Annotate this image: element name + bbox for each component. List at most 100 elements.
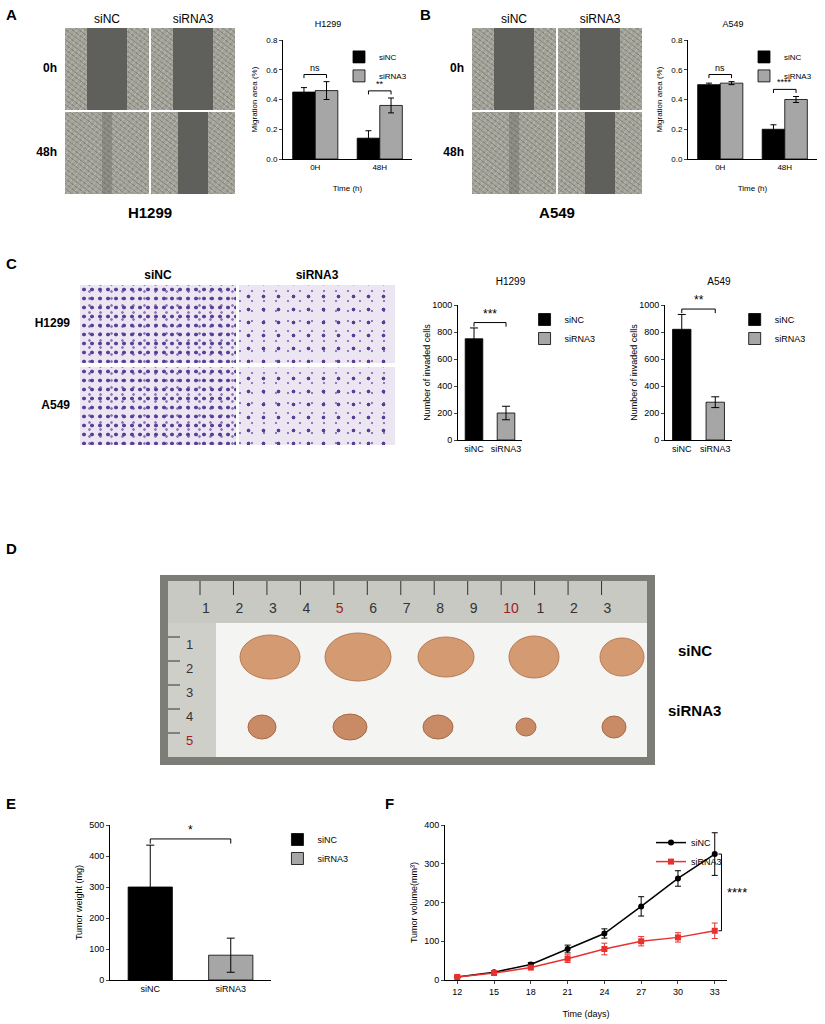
svg-text:ns: ns bbox=[715, 63, 725, 73]
svg-text:400: 400 bbox=[644, 381, 659, 391]
svg-text:300: 300 bbox=[89, 882, 104, 892]
svg-text:2: 2 bbox=[235, 600, 243, 616]
svg-text:0.4: 0.4 bbox=[266, 95, 278, 104]
svg-text:****: **** bbox=[777, 77, 792, 87]
svg-text:600: 600 bbox=[437, 354, 452, 364]
svg-text:siRNA3: siRNA3 bbox=[317, 854, 348, 864]
svg-text:siNC: siNC bbox=[775, 315, 795, 325]
svg-text:**: ** bbox=[694, 293, 704, 307]
svg-text:5: 5 bbox=[186, 733, 193, 748]
svg-text:0: 0 bbox=[447, 435, 452, 445]
svg-text:siNC: siNC bbox=[565, 315, 585, 325]
svg-text:siNC: siNC bbox=[672, 444, 692, 454]
svg-text:200: 200 bbox=[89, 913, 104, 923]
svg-text:0.0: 0.0 bbox=[266, 155, 278, 164]
svg-text:siRNA3: siRNA3 bbox=[691, 857, 722, 867]
svg-text:siNC: siNC bbox=[141, 984, 161, 994]
svg-text:12: 12 bbox=[452, 987, 462, 997]
svg-text:Number of invaded cells: Number of invaded cells bbox=[422, 324, 432, 421]
svg-text:30: 30 bbox=[673, 987, 683, 997]
svg-text:1: 1 bbox=[537, 600, 545, 616]
svg-text:siRNA3: siRNA3 bbox=[215, 984, 246, 994]
svg-text:H1299: H1299 bbox=[496, 276, 526, 287]
svg-text:0.8: 0.8 bbox=[671, 36, 683, 45]
svg-text:4: 4 bbox=[302, 600, 310, 616]
svg-text:Tumor weight (mg): Tumor weight (mg) bbox=[74, 865, 84, 940]
svg-text:siRNA3: siRNA3 bbox=[379, 72, 407, 81]
svg-text:3: 3 bbox=[269, 600, 277, 616]
svg-text:0: 0 bbox=[99, 975, 104, 985]
svg-text:siRNA3: siRNA3 bbox=[565, 334, 596, 344]
svg-text:10: 10 bbox=[503, 600, 519, 616]
svg-text:0.6: 0.6 bbox=[266, 66, 278, 75]
svg-text:siNC: siNC bbox=[317, 835, 337, 845]
svg-text:*: * bbox=[188, 823, 193, 837]
svg-text:A549: A549 bbox=[722, 19, 743, 29]
svg-text:6: 6 bbox=[369, 600, 377, 616]
svg-text:0H: 0H bbox=[715, 163, 725, 172]
svg-text:15: 15 bbox=[489, 987, 499, 997]
svg-text:1000: 1000 bbox=[639, 300, 659, 310]
svg-text:2: 2 bbox=[186, 661, 193, 676]
svg-text:Number of invaded cells: Number of invaded cells bbox=[629, 324, 639, 421]
svg-text:siNC: siNC bbox=[691, 838, 711, 848]
svg-text:400: 400 bbox=[437, 381, 452, 391]
svg-text:Time (days): Time (days) bbox=[562, 1009, 609, 1019]
svg-text:100: 100 bbox=[424, 936, 439, 946]
svg-text:***: *** bbox=[483, 307, 497, 321]
svg-text:0: 0 bbox=[434, 975, 439, 985]
svg-text:0: 0 bbox=[654, 435, 659, 445]
svg-text:2: 2 bbox=[570, 600, 578, 616]
svg-text:0.0: 0.0 bbox=[671, 155, 683, 164]
svg-text:24: 24 bbox=[599, 987, 609, 997]
svg-text:27: 27 bbox=[636, 987, 646, 997]
svg-text:Time (h): Time (h) bbox=[333, 184, 363, 193]
svg-text:Tumor volume(mm³): Tumor volume(mm³) bbox=[409, 862, 419, 943]
svg-text:8: 8 bbox=[436, 600, 444, 616]
svg-text:Migration area (%): Migration area (%) bbox=[250, 66, 259, 132]
svg-text:A549: A549 bbox=[707, 276, 731, 287]
svg-text:800: 800 bbox=[437, 327, 452, 337]
svg-text:9: 9 bbox=[470, 600, 478, 616]
svg-text:siRNA3: siRNA3 bbox=[784, 72, 812, 81]
svg-text:0H: 0H bbox=[310, 163, 320, 172]
svg-text:7: 7 bbox=[403, 600, 411, 616]
svg-text:500: 500 bbox=[89, 820, 104, 830]
svg-text:3: 3 bbox=[604, 600, 612, 616]
svg-text:4: 4 bbox=[186, 709, 193, 724]
svg-text:18: 18 bbox=[526, 987, 536, 997]
svg-text:400: 400 bbox=[424, 820, 439, 830]
svg-text:siNC: siNC bbox=[379, 53, 397, 62]
svg-text:48H: 48H bbox=[777, 163, 792, 172]
svg-text:48H: 48H bbox=[372, 163, 387, 172]
svg-text:**: ** bbox=[376, 79, 384, 89]
svg-text:1: 1 bbox=[186, 637, 193, 652]
svg-text:1: 1 bbox=[202, 600, 210, 616]
svg-text:800: 800 bbox=[644, 327, 659, 337]
svg-text:300: 300 bbox=[424, 859, 439, 869]
svg-text:siNC: siNC bbox=[784, 53, 802, 62]
svg-text:1000: 1000 bbox=[432, 300, 452, 310]
svg-text:200: 200 bbox=[424, 898, 439, 908]
svg-text:100: 100 bbox=[89, 944, 104, 954]
svg-text:0.2: 0.2 bbox=[266, 125, 278, 134]
svg-text:5: 5 bbox=[336, 600, 344, 616]
svg-text:siRNA3: siRNA3 bbox=[775, 334, 806, 344]
svg-text:0.6: 0.6 bbox=[671, 66, 683, 75]
svg-text:400: 400 bbox=[89, 851, 104, 861]
svg-text:****: **** bbox=[727, 885, 747, 900]
svg-text:33: 33 bbox=[710, 987, 720, 997]
svg-text:H1299: H1299 bbox=[315, 19, 342, 29]
svg-text:600: 600 bbox=[644, 354, 659, 364]
svg-text:200: 200 bbox=[437, 408, 452, 418]
svg-text:siRNA3: siRNA3 bbox=[700, 444, 731, 454]
svg-text:0.2: 0.2 bbox=[671, 125, 683, 134]
svg-text:ns: ns bbox=[310, 63, 320, 73]
svg-text:0.4: 0.4 bbox=[671, 95, 683, 104]
svg-text:200: 200 bbox=[644, 408, 659, 418]
svg-text:Time (h): Time (h) bbox=[738, 184, 768, 193]
svg-text:Migration area (%): Migration area (%) bbox=[655, 66, 664, 132]
svg-text:siNC: siNC bbox=[464, 444, 484, 454]
svg-text:3: 3 bbox=[186, 685, 193, 700]
svg-text:21: 21 bbox=[563, 987, 573, 997]
